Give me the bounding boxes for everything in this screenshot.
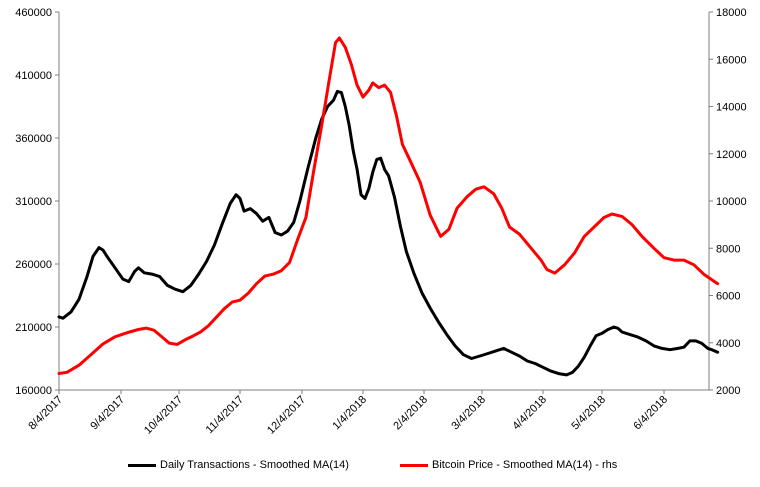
- y-right-tick-label: 6000: [716, 291, 740, 303]
- x-tick-label: 12/4/2017: [265, 394, 308, 437]
- y-left-tick-label: 210000: [15, 322, 52, 334]
- legend-swatch-bitcoin: [400, 463, 428, 467]
- y-left-tick-label: 310000: [15, 196, 52, 208]
- x-tick-label: 2/4/2018: [391, 394, 430, 433]
- x-tick-label: 9/4/2017: [88, 394, 127, 433]
- x-tick-label: 6/4/2018: [631, 394, 670, 433]
- y-right-tick-label: 10000: [716, 196, 747, 208]
- legend-item-bitcoin: Bitcoin Price - Smoothed MA(14) - rhs: [400, 459, 617, 471]
- legend-swatch-transactions: [128, 463, 156, 467]
- legend: Daily Transactions - Smoothed MA(14) Bit…: [0, 457, 760, 477]
- legend-label-bitcoin: Bitcoin Price - Smoothed MA(14) - rhs: [432, 459, 618, 471]
- y-left-tick-label: 410000: [15, 70, 52, 82]
- y-right-tick-label: 8000: [716, 243, 740, 255]
- x-tick-label: 4/4/2018: [510, 394, 549, 433]
- series-line-transactions: [57, 89, 720, 377]
- x-tick-label: 5/4/2018: [569, 394, 608, 433]
- y-left-tick-label: 160000: [15, 385, 52, 397]
- x-tick-label: 11/4/2017: [204, 394, 247, 437]
- y-left-tick-label: 460000: [15, 7, 52, 19]
- y-left-tick-label: 360000: [15, 133, 52, 145]
- x-tick-label: 1/4/2018: [330, 394, 369, 433]
- series-line-bitcoin: [57, 36, 720, 375]
- legend-label-transactions: Daily Transactions - Smoothed MA(14): [160, 459, 349, 471]
- y-right-tick-label: 18000: [716, 7, 747, 19]
- y-right-tick-label: 12000: [716, 149, 747, 161]
- y-right-tick-label: 16000: [716, 54, 747, 66]
- y-right-tick-label: 2000: [716, 385, 740, 397]
- x-tick-label: 8/4/2017: [26, 394, 65, 433]
- x-tick-label: 10/4/2017: [142, 394, 185, 437]
- legend-item-transactions: Daily Transactions - Smoothed MA(14): [128, 459, 349, 471]
- y-right-tick-label: 14000: [716, 102, 747, 114]
- y-left-tick-label: 260000: [15, 259, 52, 271]
- y-right-tick-label: 4000: [716, 338, 740, 350]
- x-tick-label: 3/4/2018: [449, 394, 488, 433]
